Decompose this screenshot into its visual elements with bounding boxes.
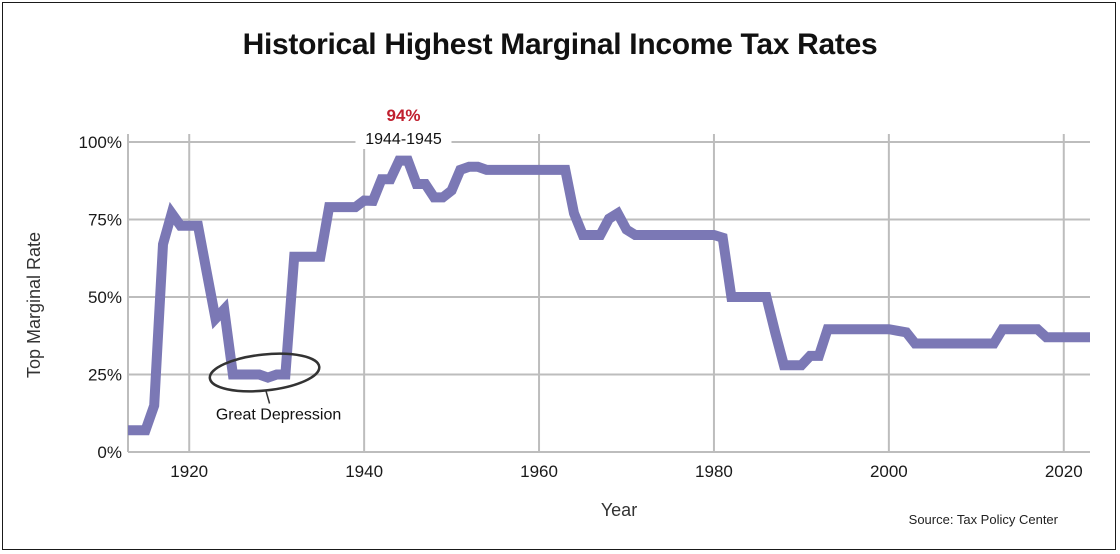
source-note: Source: Tax Policy Center [908,512,1058,527]
x-tick-label-1940: 1940 [345,462,383,481]
x-tick-label-2020: 2020 [1045,462,1083,481]
y-tick-label-75: 75% [88,211,122,230]
series-line-top-marginal-rate [128,155,1090,436]
annotation-peak-years-background [355,127,452,149]
vertical-gridlines [127,134,1065,452]
annotation-peak-years: 1944-1945 [365,131,442,148]
great-depression-leader-line [264,389,271,404]
chart-title: Historical Highest Marginal Income Tax R… [242,28,878,61]
y-tick-labels: 0% 25% 50% 75% 100% [79,133,122,462]
y-tick-label-50: 50% [88,288,122,307]
x-tick-label-1920: 1920 [170,462,208,481]
annotations: 94% 1944-1945 Great Depression [208,106,452,424]
x-tick-label-2000: 2000 [870,462,908,481]
x-tick-label-1960: 1960 [520,462,558,481]
y-tick-label-25: 25% [88,366,122,385]
x-axis-title: Year [601,500,637,520]
y-tick-label-100: 100% [79,133,122,152]
annotation-peak-value: 94% [386,106,420,125]
horizontal-gridlines [128,141,1090,453]
y-tick-label-0: 0% [97,443,122,462]
y-axis-title: Top Marginal Rate [24,232,44,378]
annotation-great-depression: Great Depression [216,407,341,424]
x-tick-labels: 1920 1940 1960 1980 2000 2020 [170,462,1082,481]
x-tick-label-1980: 1980 [695,462,733,481]
